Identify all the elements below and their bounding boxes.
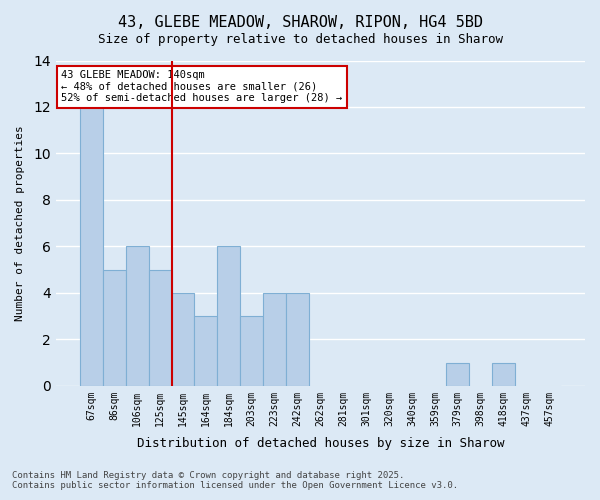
X-axis label: Distribution of detached houses by size in Sharow: Distribution of detached houses by size … [137,437,504,450]
Bar [263,293,286,386]
Bar [240,316,263,386]
Text: Contains HM Land Registry data © Crown copyright and database right 2025.
Contai: Contains HM Land Registry data © Crown c… [12,470,458,490]
Text: 43 GLEBE MEADOW: 140sqm
← 48% of detached houses are smaller (26)
52% of semi-de: 43 GLEBE MEADOW: 140sqm ← 48% of detache… [61,70,343,104]
Bar [446,362,469,386]
Bar [194,316,217,386]
Bar [286,293,309,386]
Bar [492,362,515,386]
Bar [172,293,194,386]
Bar [103,270,125,386]
Bar [149,270,172,386]
Y-axis label: Number of detached properties: Number of detached properties [15,126,25,321]
Bar [125,246,149,386]
Bar [217,246,240,386]
Bar [80,107,103,386]
Text: Size of property relative to detached houses in Sharow: Size of property relative to detached ho… [97,32,503,46]
Text: 43, GLEBE MEADOW, SHAROW, RIPON, HG4 5BD: 43, GLEBE MEADOW, SHAROW, RIPON, HG4 5BD [118,15,482,30]
